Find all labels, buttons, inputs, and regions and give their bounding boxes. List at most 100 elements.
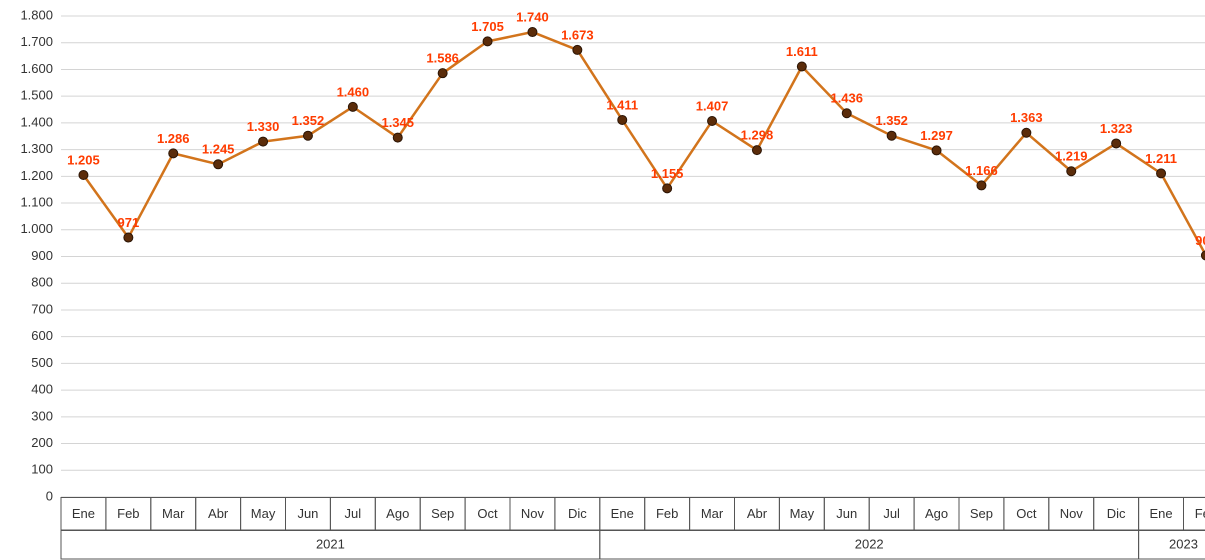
value-label: 1.245 <box>202 142 235 157</box>
category-cell <box>1183 497 1205 531</box>
point <box>1066 166 1077 177</box>
y-tick-label: 1.500 <box>20 88 53 103</box>
y-tick-label: 0 <box>46 488 53 503</box>
point <box>302 130 313 141</box>
x-tick-label: Ago <box>925 506 948 521</box>
y-tick-label: 1.400 <box>20 114 53 129</box>
value-label: 1.407 <box>696 98 729 113</box>
y-tick-label: 1.200 <box>20 168 53 183</box>
point <box>617 114 628 125</box>
x-tick-label: Jun <box>836 506 857 521</box>
value-label: 1.219 <box>1055 149 1088 164</box>
x-tick-label: Ene <box>72 506 95 521</box>
value-label: 1.611 <box>786 44 818 59</box>
y-tick-label: 1.100 <box>20 194 53 209</box>
x-tick-label: Jul <box>345 506 362 521</box>
y-tick-label: 1.300 <box>20 141 53 156</box>
y-tick-label: 1.800 <box>20 7 53 22</box>
value-label: 1.352 <box>875 113 908 128</box>
point <box>662 183 673 194</box>
point <box>1200 250 1205 261</box>
point <box>527 27 538 38</box>
point <box>841 108 852 119</box>
year-label: 2022 <box>855 536 884 551</box>
y-tick-label: 400 <box>31 382 53 397</box>
value-label: 1.286 <box>157 131 190 146</box>
point <box>886 130 897 141</box>
point <box>751 145 762 156</box>
point <box>347 101 358 112</box>
value-label: 1.298 <box>741 128 774 143</box>
x-tick-label: Ene <box>611 506 634 521</box>
x-tick-label: Dic <box>568 506 587 521</box>
value-label: 904 <box>1195 233 1205 248</box>
value-label: 1.166 <box>965 163 998 178</box>
point <box>707 116 718 127</box>
x-tick-label: Jul <box>883 506 900 521</box>
value-label: 1.330 <box>247 119 280 134</box>
value-label: 1.705 <box>471 19 504 34</box>
point <box>213 159 224 170</box>
value-label: 1.460 <box>337 84 370 99</box>
y-tick-label: 900 <box>31 248 53 263</box>
year-cell <box>1138 529 1205 560</box>
x-tick-label: May <box>251 506 276 521</box>
x-tick-label: Ago <box>386 506 409 521</box>
value-label: 1.352 <box>292 113 325 128</box>
point <box>168 148 179 159</box>
value-label: 1.436 <box>830 91 863 106</box>
point <box>482 36 493 47</box>
y-tick-label: 1.600 <box>20 61 53 76</box>
x-tick-label: Mar <box>701 506 724 521</box>
point <box>78 169 89 180</box>
x-tick-label: Nov <box>521 506 545 521</box>
value-label: 1.345 <box>381 115 414 130</box>
x-tick-label: Abr <box>208 506 229 521</box>
point <box>931 145 942 156</box>
y-tick-label: 1.000 <box>20 221 53 236</box>
y-tick-label: 300 <box>31 408 53 423</box>
y-tick-label: 600 <box>31 328 53 343</box>
x-tick-label: Abr <box>747 506 768 521</box>
y-tick-label: 500 <box>31 355 53 370</box>
value-label: 1.323 <box>1100 121 1133 136</box>
x-tick-label: Sep <box>431 506 454 521</box>
y-tick-label: 1.700 <box>20 34 53 49</box>
point <box>796 61 807 72</box>
point <box>1111 138 1122 149</box>
x-tick-label: Oct <box>1016 506 1037 521</box>
value-label: 971 <box>117 215 139 230</box>
point <box>976 180 987 191</box>
value-label: 1.740 <box>516 9 549 24</box>
value-label: 1.155 <box>651 166 684 181</box>
x-tick-label: Jun <box>297 506 318 521</box>
value-label: 1.363 <box>1010 110 1043 125</box>
point <box>258 136 269 147</box>
x-tick-label: May <box>790 506 815 521</box>
x-tick-label: Sep <box>970 506 993 521</box>
y-tick-label: 200 <box>31 435 53 450</box>
x-tick-label: Feb <box>656 506 678 521</box>
value-label: 1.211 <box>1145 151 1177 166</box>
x-tick-label: Nov <box>1060 506 1084 521</box>
point <box>123 232 134 243</box>
point <box>572 44 583 55</box>
x-tick-label: Feb <box>1195 506 1205 521</box>
point <box>1156 168 1167 179</box>
series-line <box>82 30 1205 257</box>
point <box>392 132 403 143</box>
point <box>1021 127 1032 138</box>
x-tick-label: Mar <box>162 506 185 521</box>
value-label: 1.205 <box>67 152 100 167</box>
y-tick-label: 100 <box>31 462 53 477</box>
year-label: 2023 <box>1169 536 1198 551</box>
x-tick-label: Feb <box>117 506 139 521</box>
value-label: 1.297 <box>920 128 953 143</box>
value-label: 1.673 <box>561 27 594 42</box>
x-tick-label: Dic <box>1107 506 1126 521</box>
value-label: 1.411 <box>606 97 638 112</box>
year-label: 2021 <box>316 536 345 551</box>
point <box>437 68 448 79</box>
y-tick-label: 800 <box>31 275 53 290</box>
